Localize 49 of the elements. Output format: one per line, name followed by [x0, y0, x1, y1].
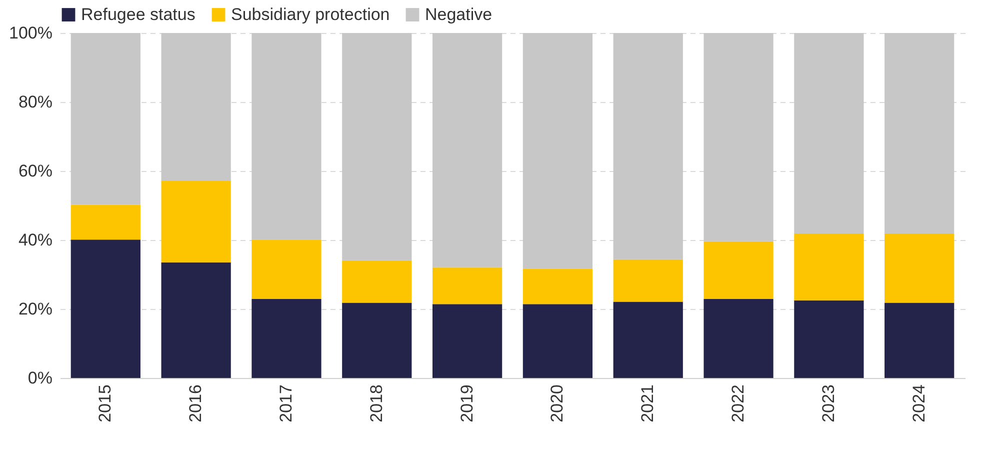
x-tick-label: 2022: [728, 384, 748, 422]
bar: [884, 233, 954, 303]
bar: [884, 302, 954, 378]
bar: [613, 33, 683, 260]
legend-label: Negative: [425, 4, 492, 24]
legend-label: Refugee status: [81, 4, 196, 24]
bar: [70, 240, 140, 378]
x-tick-label: 2024: [909, 384, 928, 422]
bar: [613, 259, 683, 302]
bar: [432, 267, 502, 304]
x-tick-label: 2018: [366, 384, 386, 422]
y-tick-label: 0%: [28, 368, 52, 388]
bar: [342, 260, 412, 303]
bar: [704, 241, 774, 299]
x-tick-label: 2023: [818, 384, 838, 422]
bar: [161, 181, 231, 262]
y-tick-label: 80%: [18, 92, 52, 112]
bar: [161, 33, 231, 182]
bar: [252, 298, 322, 378]
bar: [794, 33, 864, 234]
bar: [342, 33, 412, 260]
legend-label: Subsidiary protection: [231, 4, 390, 24]
bar: [70, 204, 140, 240]
y-tick-label: 100%: [9, 24, 52, 42]
x-tick-label: 2015: [96, 384, 115, 422]
bar: [522, 268, 593, 304]
bar: [252, 240, 322, 299]
bar: [704, 33, 774, 242]
bar: [522, 33, 593, 269]
bar: [522, 304, 593, 378]
bar: [252, 33, 322, 240]
y-tick-label: 20%: [18, 300, 52, 318]
x-tick-label: 2017: [276, 384, 296, 422]
x-tick-label: 2021: [638, 384, 658, 422]
bar: [794, 300, 864, 378]
bar: [161, 262, 231, 378]
x-tick-label: 2019: [457, 384, 476, 422]
bar: [613, 302, 683, 378]
bar: [70, 33, 140, 205]
y-tick-label: 60%: [18, 162, 52, 180]
x-tick-label: 2020: [548, 384, 567, 422]
bar: [432, 33, 502, 268]
x-tick-label: 2016: [186, 384, 206, 422]
bar: [704, 298, 774, 378]
bar: [794, 233, 864, 300]
bar: [884, 33, 954, 234]
bar: [342, 302, 412, 378]
y-tick-label: 40%: [18, 230, 52, 250]
bar: [432, 304, 502, 378]
